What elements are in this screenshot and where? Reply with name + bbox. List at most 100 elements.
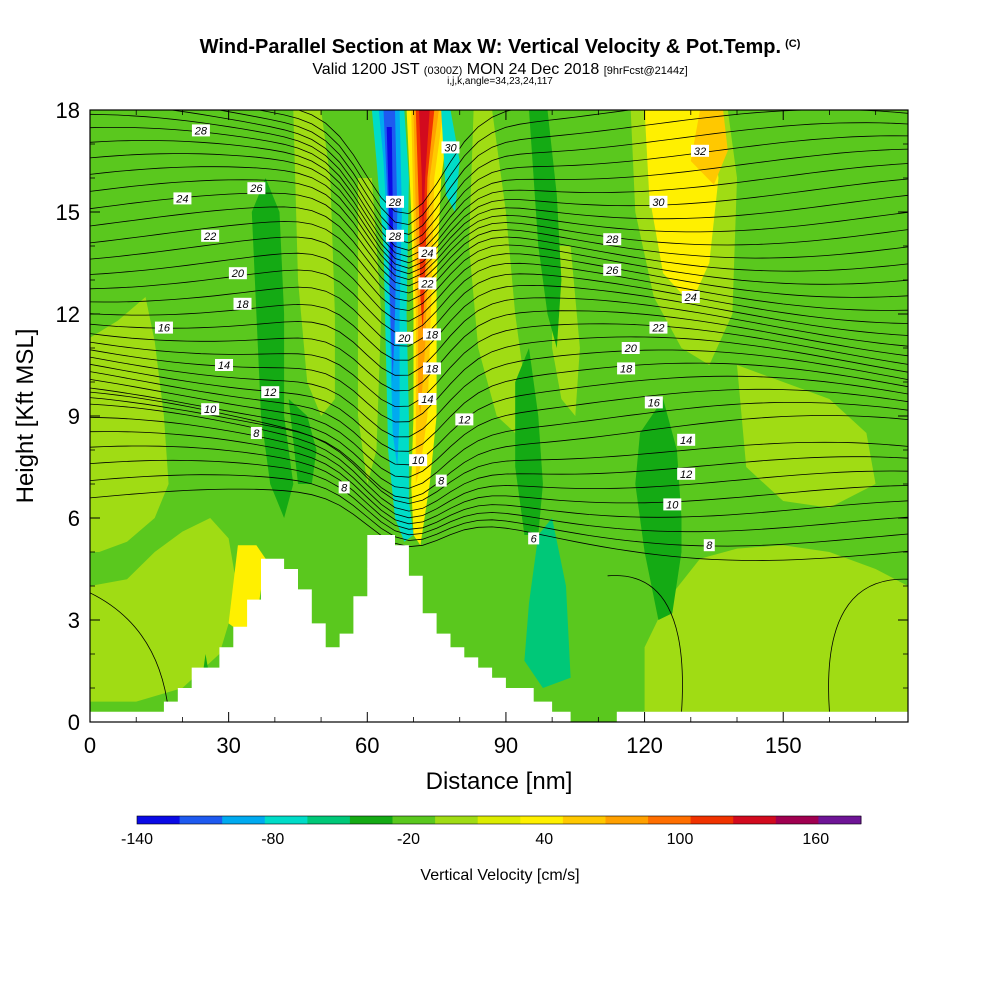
isentrope-line (90, 445, 908, 530)
contour-label-text: 12 (458, 414, 470, 426)
contour-label-box (191, 124, 210, 137)
y-tick-label: 6 (68, 506, 80, 531)
contour-label-text: 22 (203, 231, 216, 243)
contour-label: 8 (338, 481, 350, 494)
contour-label-box (617, 362, 636, 375)
contour-label-text: 12 (680, 469, 692, 481)
isentrope-line (90, 416, 908, 519)
isentrope-line (90, 297, 908, 376)
isentrope-line (90, 179, 908, 281)
field-updraft-red (415, 110, 435, 331)
isentrope-line (90, 262, 908, 334)
contour-label-box (603, 263, 622, 276)
colorbar-tick-label: -20 (397, 831, 420, 848)
colorbar-swatch (307, 816, 351, 824)
contour-label-box (173, 192, 192, 205)
colorbar-tick-label: 160 (802, 831, 829, 848)
contour-label-text: 26 (605, 265, 619, 277)
isentrope-line (90, 284, 908, 361)
contour-label-box (418, 246, 437, 259)
contour-label-text: 18 (620, 363, 633, 375)
field-green-stripe (288, 399, 317, 484)
potential-temperature-contours (90, 110, 908, 712)
contour-label-box (703, 539, 715, 552)
contour-label-text: 16 (648, 397, 661, 409)
valid-prefix: Valid 1200 JST (312, 61, 420, 78)
contour-label: 12 (677, 467, 696, 481)
field-teal-region (524, 518, 571, 688)
isentrope-line (90, 403, 908, 512)
x-tick-label: 90 (494, 733, 518, 758)
x-axis-label: Distance [nm] (426, 768, 573, 795)
contour-label-text: 14 (421, 394, 433, 406)
colorbar-swatch (690, 816, 734, 824)
isentrope-line (90, 474, 908, 547)
contour-label-text: 28 (388, 197, 402, 209)
y-tick-label: 15 (56, 200, 80, 225)
colorbar-swatch (818, 816, 862, 824)
contour-label-box (395, 331, 414, 344)
contour-label-box (228, 267, 247, 280)
contour-label-text: 28 (194, 125, 208, 137)
contour-label: 18 (422, 328, 441, 341)
contour-label: 16 (154, 321, 173, 335)
contour-label: 28 (386, 229, 405, 243)
contour-label-box (215, 359, 234, 371)
isentrope-line (828, 578, 908, 712)
contour-label: 26 (603, 263, 622, 277)
y-tick-label: 12 (56, 302, 80, 327)
contour-label-text: 14 (218, 360, 230, 372)
colorbar-swatch (222, 816, 266, 824)
contour-label: 16 (644, 396, 663, 409)
contour-label-text: 30 (444, 142, 457, 154)
contour-label: 6 (528, 532, 540, 545)
contour-label-text: 24 (420, 248, 433, 260)
isentrope-line (256, 110, 634, 226)
y-tick-label: 0 (68, 710, 80, 735)
contour-label: 8 (250, 427, 262, 440)
isentrope-line (90, 310, 908, 392)
isentrope-line (90, 488, 908, 561)
isentrope-line (297, 110, 514, 215)
contour-label: 18 (233, 297, 252, 311)
contour-label-text: 8 (438, 476, 445, 488)
colorbar-tick-label: 100 (667, 831, 694, 848)
chart-title: Wind-Parallel Section at Max W: Vertical… (0, 36, 1000, 59)
isentrope-line (90, 379, 908, 478)
terrain (90, 535, 908, 722)
contour-label-box (386, 229, 405, 242)
contour-label-box (528, 532, 540, 545)
contour-label-box (154, 321, 173, 334)
contour-label-box (435, 474, 447, 487)
contour-label-box (681, 291, 700, 303)
contour-label: 30 (441, 141, 460, 154)
contour-label: 24 (173, 192, 192, 205)
contour-label: 20 (228, 267, 247, 280)
grid-info: i,j,k,angle=34,23,24,117 (447, 76, 553, 87)
contour-label-text: 20 (624, 343, 638, 355)
colorbar-frame (136, 815, 862, 825)
contour-labels: 28 26 24 22 20 18 16 14 12 10 8 8 30 28 28 24 22 20 18 18 14… (154, 124, 715, 552)
colorbar-swatch (349, 816, 393, 824)
isentrope-line (90, 206, 908, 294)
contour-label: 20 (395, 331, 414, 345)
x-tick-label: 60 (355, 733, 379, 758)
contour-label: 18 (422, 362, 441, 375)
isentrope-line (90, 371, 908, 466)
contour-label-text: 28 (388, 231, 402, 243)
contour-label-text: 30 (652, 197, 665, 209)
colorbar-swatch (477, 816, 521, 824)
contour-label-text: 24 (175, 193, 188, 205)
contour-label: 12 (455, 413, 474, 426)
y-tick-label: 18 (56, 98, 80, 123)
contour-label-box (201, 229, 220, 242)
contour-label: 8 (435, 474, 447, 488)
isentrope-line (90, 166, 908, 275)
isentrope-line (90, 431, 908, 525)
colorbar-swatch (179, 816, 223, 824)
contour-label: 10 (201, 403, 220, 416)
isentrope-line (90, 387, 908, 489)
contour-label-text: 8 (341, 482, 348, 494)
contour-label-text: 10 (412, 455, 425, 467)
